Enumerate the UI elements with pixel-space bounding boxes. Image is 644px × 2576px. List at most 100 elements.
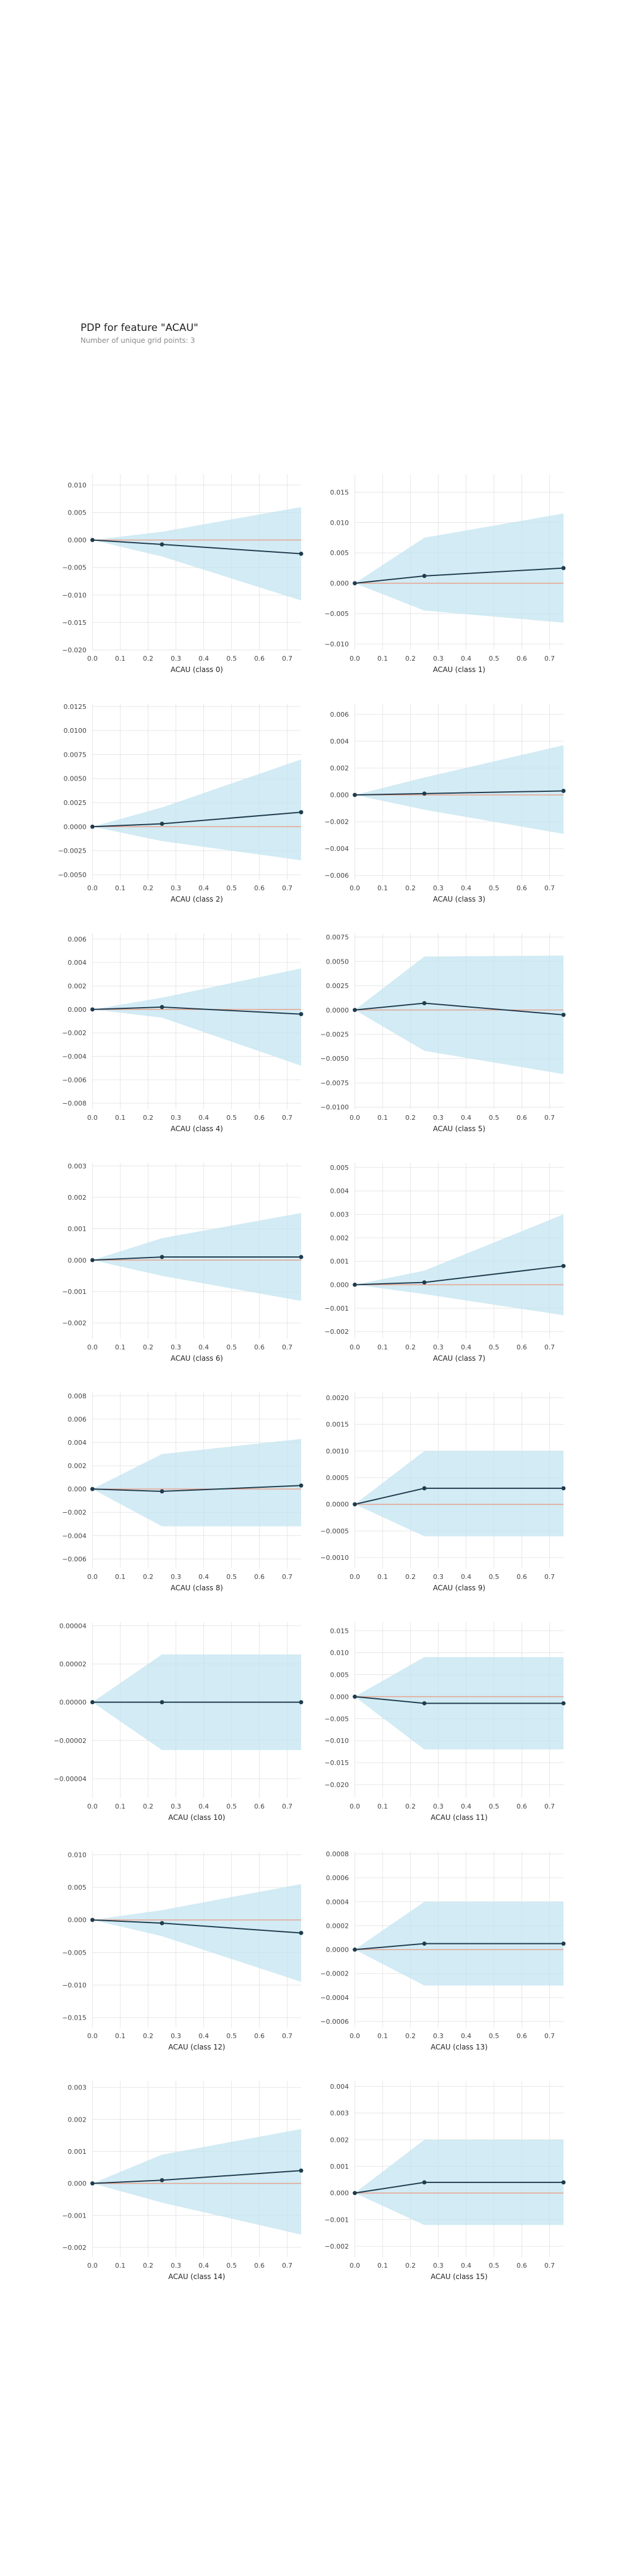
y-tick-label: 0.0004 <box>326 1898 349 1906</box>
y-tick-label: −0.0050 <box>320 1055 349 1063</box>
y-tick-label: 0.002 <box>68 983 87 990</box>
x-axis-label: ACAU (class 0) <box>171 665 223 674</box>
pdp-point <box>561 1013 566 1017</box>
y-tick-label: 0.0075 <box>326 934 349 942</box>
x-tick-label: 0.1 <box>377 1803 388 1810</box>
y-tick-label: −0.002 <box>324 818 349 826</box>
pdp-point <box>90 824 95 829</box>
x-tick-label: 0.1 <box>377 1114 388 1122</box>
pdp-point <box>561 1942 566 1946</box>
pdp-point <box>422 2180 427 2185</box>
y-tick-label: 0.004 <box>68 959 87 967</box>
pdp-chart-2: 0.0 0.1 0.2 0.3 0.4 0.5 0.6 0.7 0.0125 0.0100 0.00… <box>58 703 304 903</box>
x-tick-label: 0.7 <box>282 1803 293 1810</box>
x-tick-label: 0.3 <box>171 1573 181 1581</box>
x-tick-label: 0.5 <box>489 1573 500 1581</box>
y-tick-label: −0.005 <box>324 1715 349 1723</box>
y-tick-label: 0.000 <box>330 580 349 587</box>
pdp-chart-9: 0.0 0.1 0.2 0.3 0.4 0.5 0.6 0.7 0.0020 0.0015 0.00… <box>320 1392 566 1592</box>
pdp-point <box>422 1280 427 1285</box>
y-tick-label: −0.001 <box>62 1288 86 1296</box>
x-tick-label: 0.4 <box>199 884 209 892</box>
x-tick-label: 0.7 <box>544 1114 555 1122</box>
pdp-point <box>90 2181 95 2186</box>
x-axis-label: ACAU (class 5) <box>433 1125 485 1133</box>
x-tick-label: 0.4 <box>461 2032 472 2040</box>
x-tick-label: 0.0 <box>87 1343 98 1351</box>
y-tick-label: 0.00002 <box>60 1661 87 1668</box>
pdp-point <box>561 1701 566 1705</box>
y-tick-label: 0.0010 <box>326 1447 349 1455</box>
x-tick-label: 0.6 <box>516 1343 527 1351</box>
x-tick-label: 0.0 <box>87 655 98 662</box>
x-tick-label: 0.6 <box>516 1114 527 1122</box>
x-tick-label: 0.5 <box>489 2262 500 2270</box>
x-tick-label: 0.1 <box>377 2032 388 2040</box>
pdp-chart-6: 0.0 0.1 0.2 0.3 0.4 0.5 0.6 0.7 0.003 0.002 0.001 0… <box>62 1162 304 1363</box>
pdp-point <box>299 552 304 556</box>
x-tick-label: 0.4 <box>461 1343 472 1351</box>
x-tick-label: 0.3 <box>171 2032 181 2040</box>
y-tick-label: −0.005 <box>62 564 86 572</box>
confidence-band <box>92 1884 301 1982</box>
pdp-point <box>160 1921 165 1925</box>
pdp-chart-14: 0.0 0.1 0.2 0.3 0.4 0.5 0.6 0.70.0030.0020.0010… <box>62 2081 304 2281</box>
x-tick-label: 0.5 <box>227 2262 237 2270</box>
pdp-point <box>352 1694 357 1699</box>
y-tick-label: −0.0005 <box>320 1527 349 1535</box>
x-tick-label: 0.2 <box>405 2032 416 2040</box>
x-tick-label: 0.5 <box>227 1803 237 1810</box>
x-tick-label: 0.2 <box>143 2262 153 2270</box>
confidence-band <box>355 955 564 1075</box>
x-tick-label: 0.3 <box>433 1803 444 1810</box>
x-tick-label: 0.4 <box>461 884 472 892</box>
pdp-chart-11: 0.0 0.1 0.2 0.3 0.4 0.5 0.6 0.7 0.015 0.010 0.005 0… <box>324 1622 566 1822</box>
x-tick-label: 0.1 <box>377 1343 388 1351</box>
y-tick-label: −0.004 <box>62 1532 86 1540</box>
x-tick-label: 0.1 <box>377 884 388 892</box>
y-tick-label: 0.0002 <box>326 1922 349 1930</box>
y-tick-label: −0.015 <box>324 1759 349 1767</box>
x-tick-label: 0.1 <box>115 1343 126 1351</box>
x-tick-label: 0.4 <box>461 1573 472 1581</box>
x-axis-label: ACAU (class 2) <box>171 895 223 903</box>
y-tick-label: 0.0050 <box>326 958 349 965</box>
y-tick-label: −0.002 <box>62 1509 86 1516</box>
y-tick-label: 0.0020 <box>326 1394 349 1402</box>
x-axis-label: ACAU (class 3) <box>433 895 485 903</box>
x-tick-label: 0.4 <box>199 1573 209 1581</box>
confidence-band <box>92 507 301 601</box>
x-tick-label: 0.4 <box>199 2032 209 2040</box>
x-tick-label: 0.7 <box>544 2032 555 2040</box>
y-tick-label: −0.010 <box>324 1737 349 1745</box>
x-tick-label: 0.4 <box>199 1114 209 1122</box>
y-tick-label: −0.020 <box>324 1781 349 1789</box>
y-tick-label: 0.0000 <box>326 1007 349 1014</box>
pdp-chart-13: 0.0 0.1 0.2 0.3 0.4 0.5 0.6 0.7 0.0008 0.0006 0.00… <box>320 1850 566 2051</box>
pdp-chart-3: 0.0 0.1 0.2 0.3 0.4 0.5 0.6 0.70.0060.0040.0020… <box>324 704 566 903</box>
pdp-point <box>299 810 304 815</box>
x-tick-label: 0.3 <box>171 655 181 662</box>
pdp-point <box>422 1701 427 1705</box>
y-tick-label: 0.00000 <box>60 1699 87 1707</box>
x-tick-label: 0.1 <box>377 1573 388 1581</box>
x-tick-label: 0.2 <box>405 2262 416 2270</box>
x-tick-label: 0.3 <box>171 2262 181 2270</box>
pdp-point <box>90 1700 95 1705</box>
confidence-band <box>92 2129 301 2235</box>
pdp-point <box>352 792 357 797</box>
confidence-band <box>92 968 301 1066</box>
x-tick-label: 0.4 <box>199 1343 209 1351</box>
y-tick-label: 0.006 <box>68 1416 87 1423</box>
y-tick-label: 0.015 <box>330 1627 349 1635</box>
confidence-band <box>355 745 564 834</box>
pdp-point <box>90 538 95 543</box>
pdp-chart-7: 0.0 0.1 0.2 0.3 0.4 0.5 0.6 0.70.0050.0040.0030… <box>324 1163 566 1363</box>
x-axis-label: ACAU (class 14) <box>168 2272 225 2281</box>
y-tick-label: −0.002 <box>62 1029 86 1037</box>
pdp-chart-12: 0.0 0.1 0.2 0.3 0.4 0.5 0.6 0.7 0.010 0.005 0.000 −… <box>62 1851 304 2051</box>
x-tick-label: 0.1 <box>115 2032 126 2040</box>
y-tick-label: 0.003 <box>330 2110 349 2117</box>
pdp-point <box>90 1258 95 1262</box>
y-tick-label: −0.0006 <box>320 2018 349 2026</box>
